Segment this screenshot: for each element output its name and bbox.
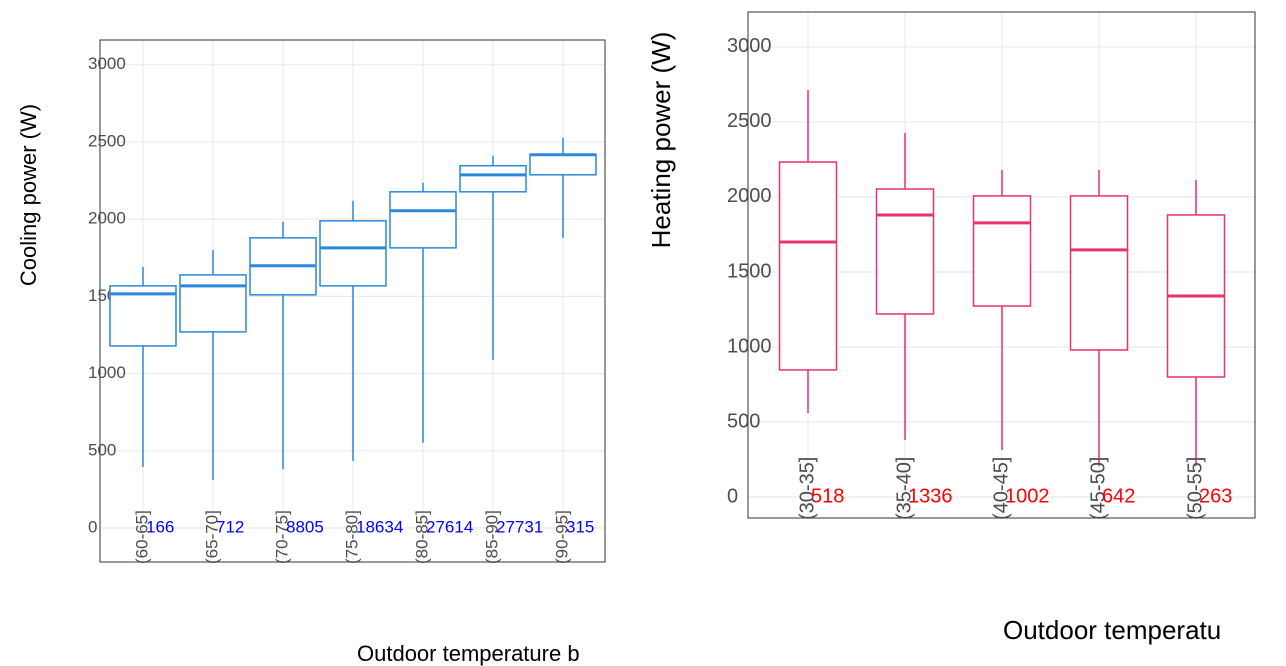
- x-tick-label: (50-55]: [1184, 457, 1206, 520]
- y-tick-label: 2000: [727, 185, 772, 207]
- count-label: 27614: [426, 518, 473, 537]
- y-tick-label: 500: [727, 410, 760, 432]
- count-label: 315: [566, 518, 594, 537]
- y-tick-label: 1000: [727, 335, 772, 357]
- box: [778, 161, 838, 371]
- count-label: 1336: [908, 485, 953, 507]
- y-tick-label: 0: [727, 485, 738, 507]
- y-axis-label: Heating power (W): [646, 32, 676, 249]
- x-tick-label: (90-95]: [552, 510, 571, 564]
- plot-border: [99, 39, 606, 563]
- y-tick-label: 3000: [727, 35, 772, 57]
- count-label: 8805: [286, 518, 324, 537]
- count-label: 263: [1199, 485, 1232, 507]
- x-tick-label: (60-65]: [132, 510, 151, 564]
- y-axis-label: Cooling power (W): [16, 104, 41, 286]
- y-tick-label: 0: [88, 518, 97, 537]
- y-tick-label: 500: [88, 440, 116, 459]
- count-label: 27731: [496, 518, 543, 537]
- box: [972, 195, 1032, 307]
- y-tick-label: 1000: [88, 363, 126, 382]
- box: [319, 220, 387, 287]
- x-tick-label: (65-70]: [202, 510, 221, 564]
- y-tick-label: 2000: [88, 209, 126, 228]
- x-tick-label: (30-35]: [796, 457, 818, 520]
- count-label: 712: [216, 518, 244, 537]
- box: [529, 153, 597, 176]
- box: [109, 285, 177, 347]
- count-label: 642: [1102, 485, 1135, 507]
- count-label: 166: [146, 518, 174, 537]
- x-tick-label: (70-75]: [272, 510, 291, 564]
- box: [459, 164, 527, 193]
- y-tick-label: 3000: [88, 54, 126, 73]
- count-label: 18634: [356, 518, 403, 537]
- count-label: 518: [811, 485, 844, 507]
- x-tick-label: (40-45]: [990, 457, 1012, 520]
- y-tick-label: 2500: [88, 131, 126, 150]
- y-tick-label: 2500: [727, 110, 772, 132]
- x-axis-label: Outdoor temperature b: [357, 641, 580, 666]
- count-label: 1002: [1005, 485, 1050, 507]
- x-tick-label: (80-85]: [412, 510, 431, 564]
- box: [389, 191, 457, 249]
- box: [179, 274, 247, 333]
- x-tick-label: (85-90]: [482, 510, 501, 564]
- x-tick-label: (45-50]: [1087, 457, 1109, 520]
- box: [1069, 195, 1129, 351]
- x-tick-label: (75-80]: [342, 510, 361, 564]
- box: [875, 188, 935, 315]
- plot-border: [747, 11, 1256, 519]
- x-tick-label: (35-40]: [893, 457, 915, 520]
- y-tick-label: 1500: [727, 260, 772, 282]
- x-axis-label: Outdoor temperatu: [1003, 615, 1221, 645]
